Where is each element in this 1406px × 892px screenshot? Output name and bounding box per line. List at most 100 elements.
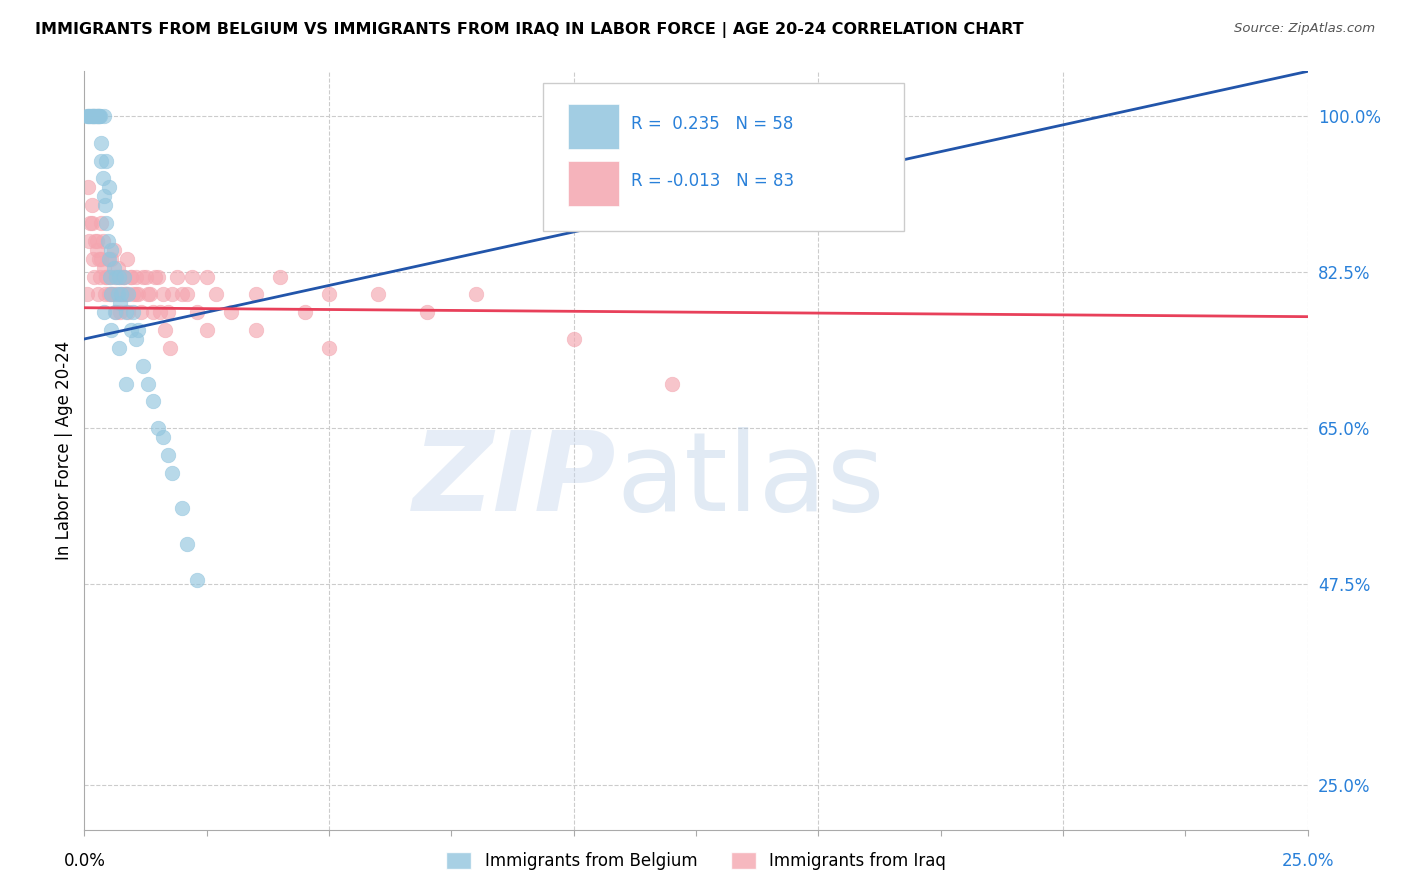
Point bbox=[101, 287, 124, 301]
Point bbox=[86, 234, 108, 248]
Legend: Immigrants from Belgium, Immigrants from Iraq: Immigrants from Belgium, Immigrants from… bbox=[437, 843, 955, 878]
Point bbox=[94, 198, 117, 212]
Point bbox=[159, 341, 181, 355]
Point bbox=[84, 109, 107, 123]
Point bbox=[125, 332, 148, 346]
Point bbox=[80, 216, 103, 230]
Point bbox=[129, 305, 152, 319]
Point bbox=[661, 376, 683, 391]
Point bbox=[416, 305, 439, 319]
Point bbox=[143, 269, 166, 284]
Text: 0.0%: 0.0% bbox=[63, 852, 105, 870]
Point bbox=[97, 252, 120, 266]
Point bbox=[93, 189, 115, 203]
Text: ZIP: ZIP bbox=[413, 427, 616, 534]
Point bbox=[89, 109, 111, 123]
Point bbox=[176, 537, 198, 551]
Point bbox=[107, 287, 129, 301]
Point bbox=[142, 305, 165, 319]
Point bbox=[96, 216, 118, 230]
Point bbox=[115, 376, 138, 391]
Point bbox=[562, 332, 585, 346]
Text: atlas: atlas bbox=[616, 427, 884, 534]
Point bbox=[104, 269, 127, 284]
Point bbox=[318, 287, 340, 301]
Point bbox=[108, 296, 131, 310]
Point bbox=[96, 269, 118, 284]
Point bbox=[156, 448, 179, 462]
Point bbox=[90, 216, 112, 230]
Point bbox=[205, 287, 228, 301]
Point bbox=[110, 269, 132, 284]
Point bbox=[115, 287, 138, 301]
Point bbox=[135, 269, 157, 284]
Point bbox=[80, 109, 103, 123]
Point bbox=[146, 269, 169, 284]
Point bbox=[294, 305, 316, 319]
Point bbox=[162, 287, 184, 301]
Point bbox=[83, 109, 105, 123]
Point bbox=[90, 153, 112, 168]
Point bbox=[107, 269, 129, 284]
Point bbox=[127, 323, 149, 337]
Point bbox=[89, 269, 111, 284]
Point bbox=[87, 109, 110, 123]
Point bbox=[103, 243, 125, 257]
Point bbox=[245, 287, 267, 301]
Point bbox=[127, 287, 149, 301]
Point bbox=[86, 109, 108, 123]
Point bbox=[90, 136, 112, 150]
Point bbox=[79, 216, 101, 230]
Point bbox=[115, 305, 138, 319]
Y-axis label: In Labor Force | Age 20-24: In Labor Force | Age 20-24 bbox=[55, 341, 73, 560]
Point bbox=[117, 305, 139, 319]
Point bbox=[105, 305, 128, 319]
Point bbox=[91, 171, 114, 186]
Point bbox=[79, 109, 101, 123]
Point bbox=[367, 287, 389, 301]
Point bbox=[120, 269, 142, 284]
FancyBboxPatch shape bbox=[543, 83, 904, 230]
Point bbox=[176, 287, 198, 301]
Point bbox=[97, 234, 120, 248]
Point bbox=[464, 287, 486, 301]
Point bbox=[87, 109, 110, 123]
Point bbox=[245, 323, 267, 337]
Point bbox=[172, 501, 194, 516]
Point bbox=[181, 269, 204, 284]
Point bbox=[120, 323, 142, 337]
Point bbox=[97, 180, 120, 194]
Point bbox=[90, 252, 112, 266]
Point bbox=[136, 287, 159, 301]
Point bbox=[139, 287, 162, 301]
Text: IMMIGRANTS FROM BELGIUM VS IMMIGRANTS FROM IRAQ IN LABOR FORCE | AGE 20-24 CORRE: IMMIGRANTS FROM BELGIUM VS IMMIGRANTS FR… bbox=[35, 22, 1024, 38]
Point bbox=[132, 269, 155, 284]
Point bbox=[76, 287, 98, 301]
Point bbox=[153, 323, 176, 337]
Point bbox=[80, 198, 103, 212]
Point bbox=[97, 252, 120, 266]
Point bbox=[162, 466, 184, 480]
Point bbox=[87, 252, 110, 266]
Point bbox=[152, 430, 174, 444]
Point bbox=[195, 269, 218, 284]
Text: Source: ZipAtlas.com: Source: ZipAtlas.com bbox=[1234, 22, 1375, 36]
Point bbox=[82, 252, 104, 266]
Point bbox=[100, 323, 122, 337]
Point bbox=[125, 287, 148, 301]
Point bbox=[156, 305, 179, 319]
Point bbox=[107, 269, 129, 284]
Text: 25.0%: 25.0% bbox=[1281, 852, 1334, 870]
Point bbox=[94, 287, 117, 301]
Point bbox=[112, 287, 135, 301]
Point bbox=[104, 305, 127, 319]
Point bbox=[97, 287, 120, 301]
Point bbox=[105, 269, 128, 284]
Point bbox=[93, 260, 115, 275]
Point bbox=[77, 234, 100, 248]
Point bbox=[100, 243, 122, 257]
Point bbox=[122, 287, 145, 301]
Point bbox=[96, 269, 118, 284]
Point bbox=[100, 252, 122, 266]
Point bbox=[82, 109, 104, 123]
